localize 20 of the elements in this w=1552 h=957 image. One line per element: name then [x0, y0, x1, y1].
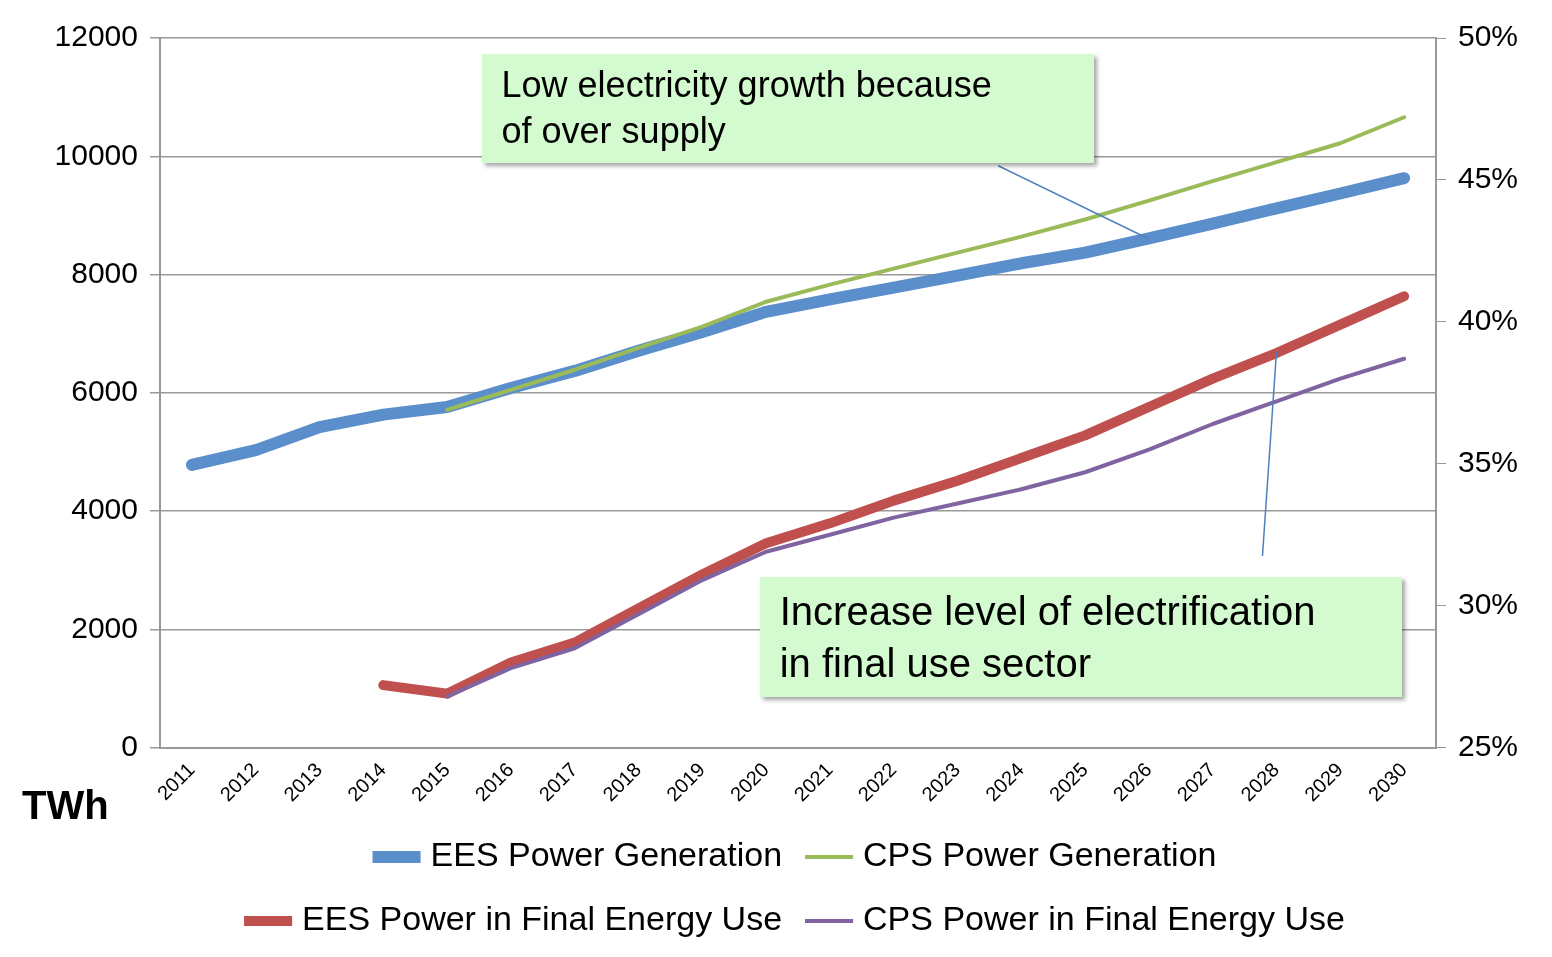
y-tick-label: 10000	[54, 137, 138, 171]
callout-box: Increase level of electrification in final use sector	[759, 577, 1402, 698]
y-axis-title: TWh	[22, 782, 109, 827]
legend-label: EES Power Generation	[430, 835, 783, 874]
y2-tick-label: 35%	[1458, 445, 1519, 479]
legend-label: CPS Power in Final Energy Use	[863, 899, 1345, 938]
y2-tick-label: 25%	[1458, 728, 1519, 762]
y2-tick-label: 30%	[1458, 586, 1519, 620]
y2-tick-label: 40%	[1458, 303, 1519, 337]
callout-box: Low electricity growth because of over supply	[481, 53, 1094, 164]
y2-tick-label: 50%	[1458, 19, 1519, 53]
y-tick-label: 12000	[54, 19, 138, 53]
y-tick-label: 8000	[71, 255, 138, 289]
legend-label: EES Power in Final Energy Use	[302, 899, 783, 938]
y-tick-label: 6000	[71, 374, 138, 408]
y-tick-label: 2000	[71, 610, 138, 644]
legend-label: CPS Power Generation	[863, 835, 1217, 874]
y2-tick-label: 45%	[1458, 161, 1519, 195]
y-tick-label: 0	[121, 728, 138, 762]
y-tick-label: 4000	[71, 492, 138, 526]
